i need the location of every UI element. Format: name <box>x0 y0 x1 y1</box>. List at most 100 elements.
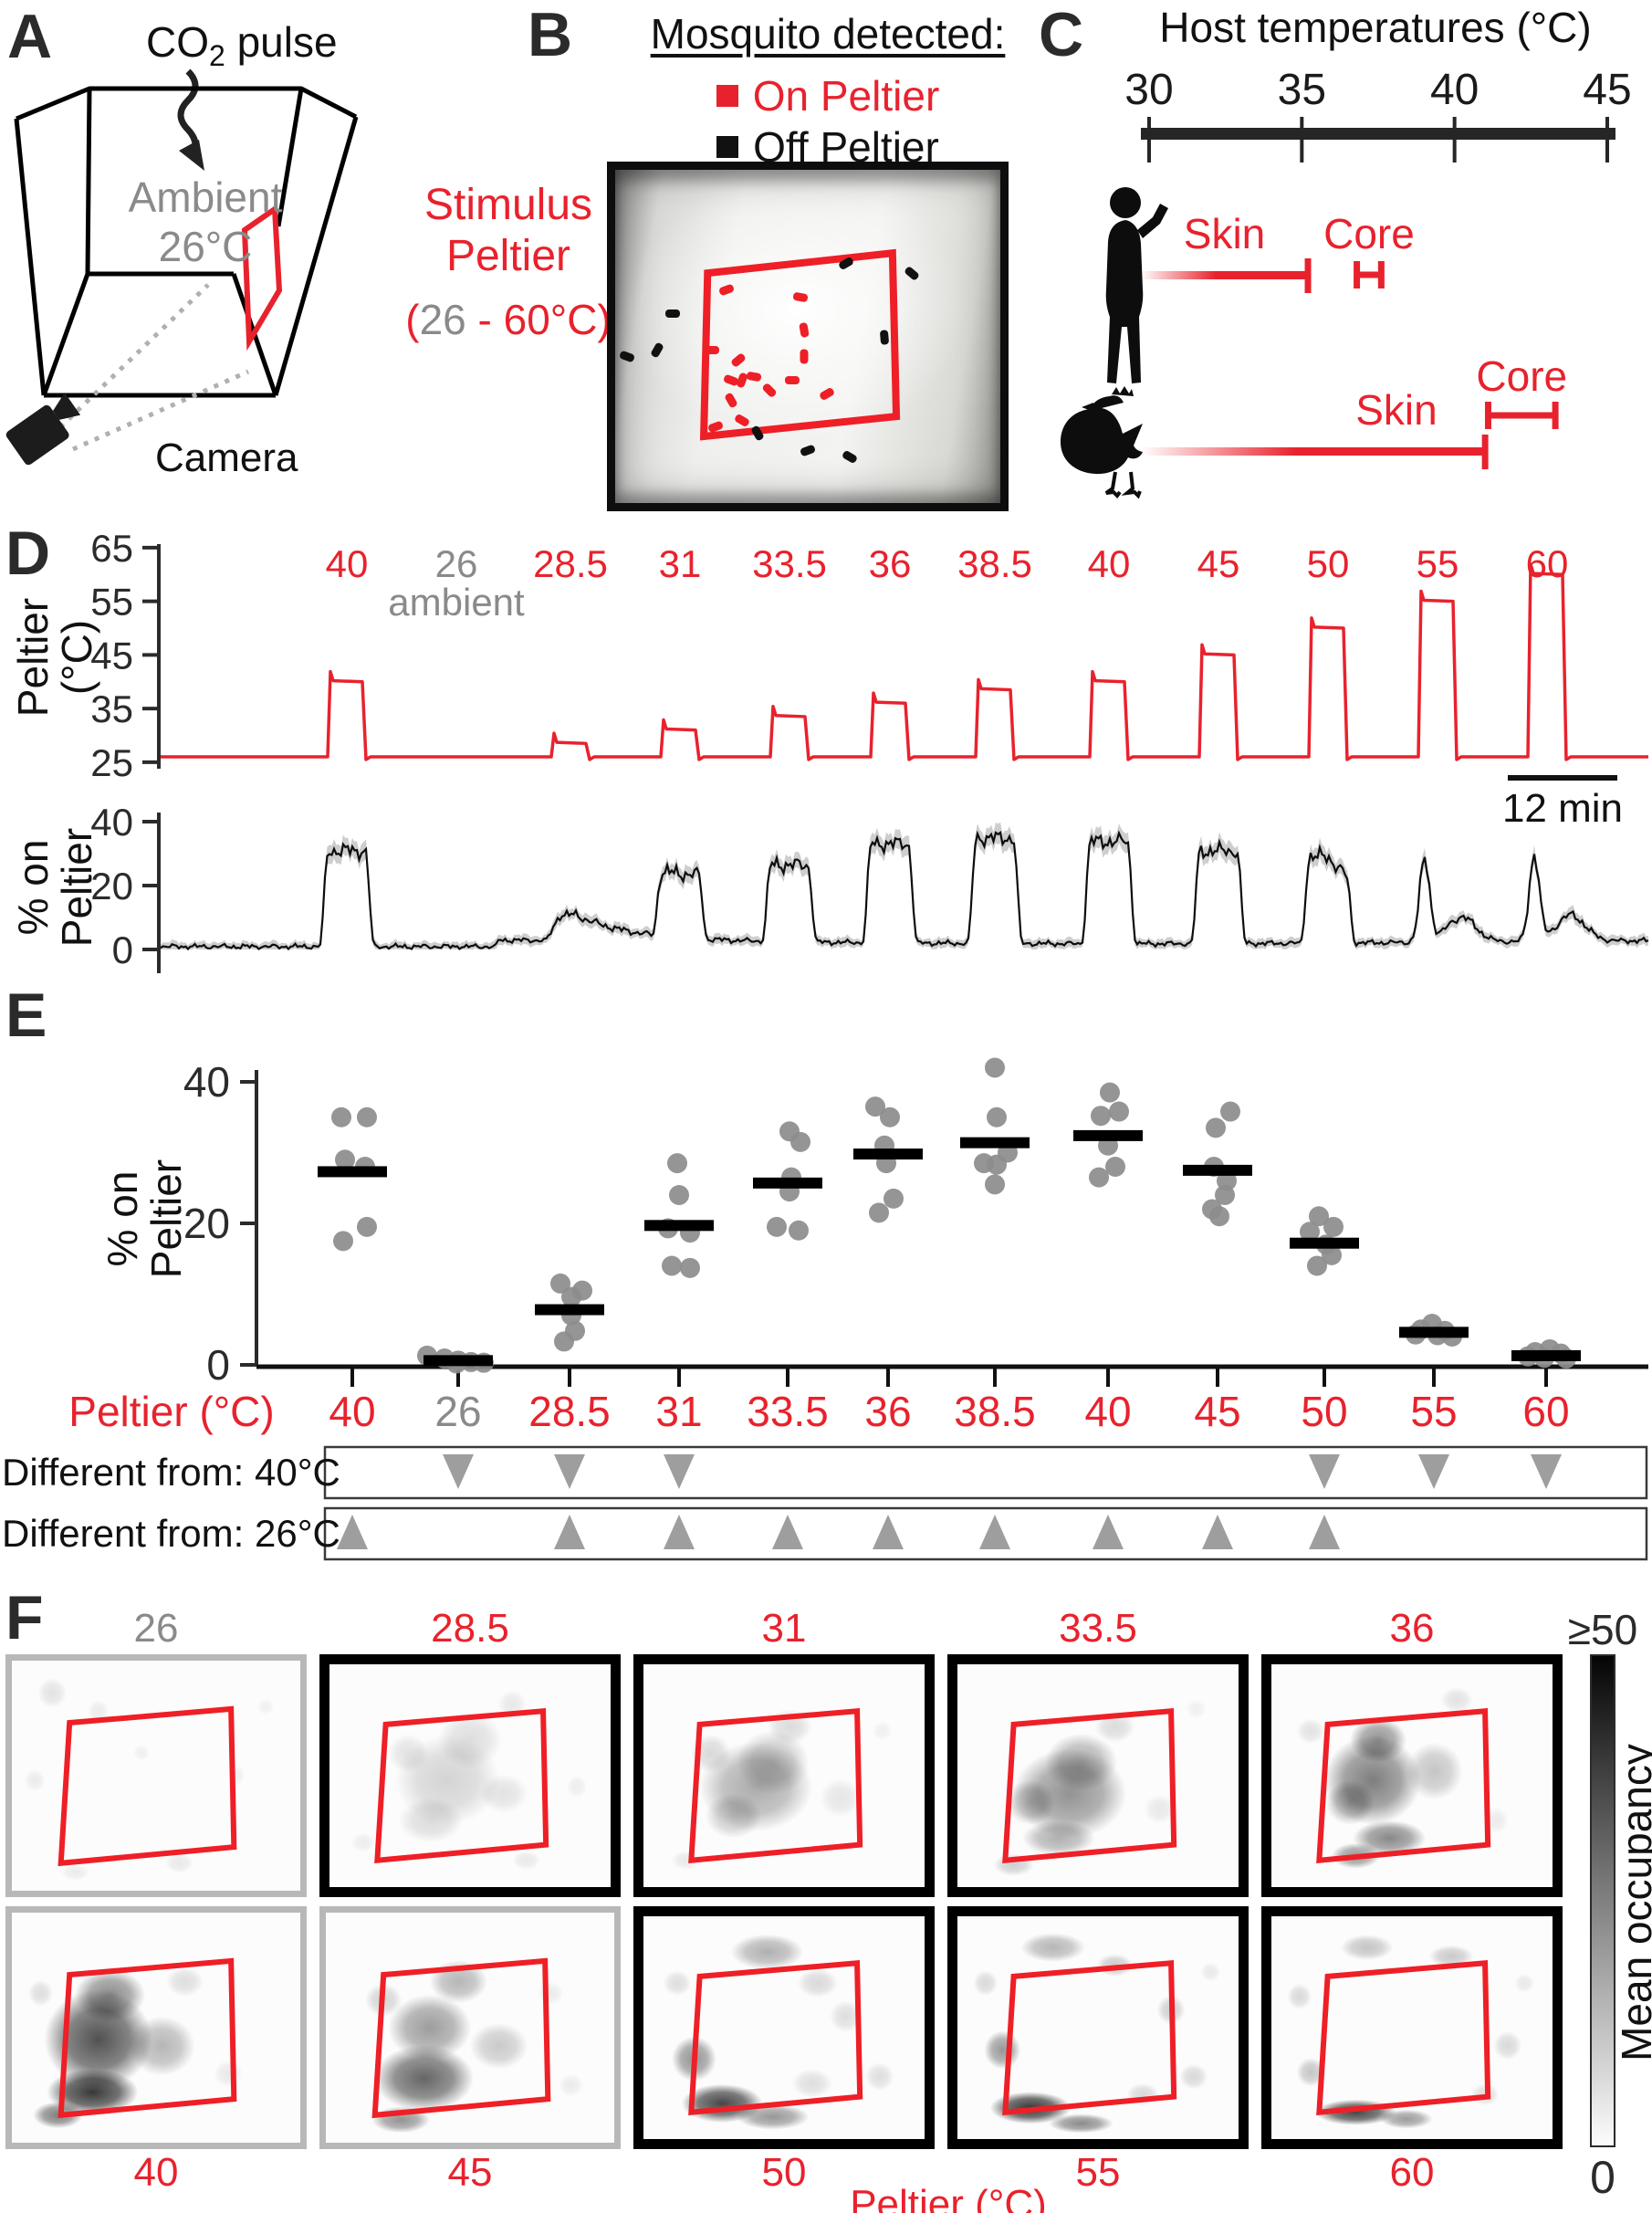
pct-y-axis-label: % on <box>9 840 57 936</box>
mean-bar <box>1073 1129 1143 1141</box>
sig-triangle-up-icon <box>1202 1515 1233 1549</box>
stimulus-temp-label: 31 <box>659 542 702 585</box>
sig-triangle-down-icon <box>1418 1454 1449 1489</box>
sig-triangle-down-icon <box>1309 1454 1340 1489</box>
mosquito-off-peltier <box>880 329 890 345</box>
scatter-x-tick-label: 31 <box>655 1388 702 1435</box>
peltier-zone-outline <box>1005 1711 1174 1860</box>
panel-a-label: A <box>7 2 53 71</box>
data-point <box>880 1106 900 1127</box>
mosquito-on-peltier <box>785 375 800 384</box>
data-point <box>869 1202 889 1223</box>
host-temp-axis: 30 35 40 45 <box>1124 66 1632 163</box>
axis-tick-label: 40 <box>1430 66 1479 114</box>
peltier-zone-outline <box>375 1961 549 2115</box>
heatmap-cell-28.5 <box>319 1654 621 1897</box>
data-point <box>1309 1206 1329 1227</box>
mosquito-off-peltier <box>665 309 681 318</box>
human-core-label: Core <box>1323 210 1415 257</box>
sig-triangle-up-icon <box>979 1515 1010 1549</box>
scatter-y-axis-label: % on <box>99 1171 146 1267</box>
mean-bar <box>1290 1237 1359 1249</box>
scatter-y-tick-label: 20 <box>183 1200 230 1247</box>
peltier-y-tick-label: 55 <box>90 581 133 624</box>
sig-triangle-up-icon <box>554 1515 585 1549</box>
camera-label: Camera <box>155 435 298 480</box>
peltier-zone-outline <box>1005 1963 1174 2112</box>
mosquito-off-peltier <box>842 449 859 465</box>
axis-tick-label: 45 <box>1583 66 1631 114</box>
data-point <box>1105 1157 1125 1177</box>
heatmap-cell-36 <box>1261 1654 1563 1897</box>
scatter-x-tick-label: 50 <box>1301 1388 1347 1435</box>
sig-triangle-up-icon <box>1309 1515 1340 1549</box>
data-point <box>987 1154 1007 1175</box>
mosquito-off-peltier <box>838 256 855 271</box>
heatmap-temp-label: 55 <box>1075 2150 1121 2195</box>
on-peltier-swatch-icon <box>716 85 738 107</box>
chicken-skin-bar <box>1141 435 1489 469</box>
occupancy-heatmaps: ≥50 0 Mean occupancy Peltier (°C) 26 28.5… <box>0 1589 1652 2213</box>
mosquito-on-peltier <box>791 291 809 303</box>
colorbar <box>1590 1654 1615 2147</box>
data-point <box>357 1106 377 1127</box>
peltier-zone-outline <box>377 1711 546 1860</box>
stimulus-temp-label: 28.5 <box>533 542 608 585</box>
panel-b-label: B <box>528 0 573 69</box>
data-point <box>1300 1222 1320 1243</box>
peltier-zone-overlay <box>643 1916 925 2139</box>
peltier-zone-overlay <box>12 1661 300 1891</box>
peltier-zone-overlay <box>1271 1664 1553 1887</box>
peltier-y-tick-label: 65 <box>90 527 133 570</box>
stimulus-label-1: Stimulus <box>424 181 592 229</box>
colorbar-min-label: 0 <box>1590 2152 1615 2203</box>
mean-bar <box>960 1137 1030 1148</box>
sig-triangle-down-icon <box>1531 1454 1562 1489</box>
peltier-zone-overlay <box>1271 1916 1553 2139</box>
data-point <box>669 1185 689 1205</box>
photo-peltier-outline <box>699 248 901 441</box>
peltier-zone-overlay <box>643 1664 925 1887</box>
human-core-bar <box>1354 261 1385 288</box>
colorbar-max-label: ≥50 <box>1567 1606 1638 1653</box>
data-point <box>987 1106 1007 1127</box>
scatter-x-axis-label: Peltier (°C) <box>68 1388 274 1435</box>
data-point <box>1091 1106 1111 1127</box>
data-point <box>662 1255 682 1276</box>
stimulus-temp-label: 55 <box>1417 542 1459 585</box>
scalebar-label: 12 min <box>1502 786 1623 831</box>
peltier-zone-overlay <box>326 1913 614 2143</box>
mosquito-on-peltier <box>730 351 748 369</box>
data-point <box>331 1106 351 1127</box>
mosquito-on-peltier <box>798 322 810 339</box>
stimulus-temp-label: 26 <box>435 542 478 585</box>
sig-triangle-up-icon <box>337 1515 368 1549</box>
sig-triangle-down-icon <box>664 1454 695 1489</box>
chicken-icon <box>1060 386 1143 499</box>
peltier-temperature-trace <box>161 562 1648 761</box>
mean-bar <box>753 1177 822 1189</box>
heatmap-cell-26 <box>5 1654 307 1897</box>
data-point <box>1323 1216 1344 1237</box>
photo-peltier-zone <box>699 248 901 441</box>
mosquito-on-peltier <box>746 371 762 383</box>
axis-tick-label: 35 <box>1278 66 1326 114</box>
heatmap-cell-33.5 <box>947 1654 1249 1897</box>
scatter-x-tick-label: 45 <box>1194 1388 1240 1435</box>
data-point <box>884 1188 904 1209</box>
data-point <box>667 1153 687 1174</box>
peltier-zone-outline <box>61 1709 235 1863</box>
scatter-x-tick-label: 28.5 <box>528 1388 611 1435</box>
mosquito-on-peltier <box>734 413 751 428</box>
mosquito-off-peltier <box>650 341 665 359</box>
ambient-label: Ambient <box>129 173 283 221</box>
pct-y-tick-label: 40 <box>90 801 133 844</box>
panel-f-label: F <box>5 1583 44 1652</box>
stimulus-label-2: Peltier <box>446 232 570 280</box>
peltier-y-axis-label: Peltier <box>9 598 57 717</box>
scatter-y-tick-label: 0 <box>206 1341 230 1389</box>
heatmap-cell-31 <box>633 1654 935 1897</box>
mosquito-on-peltier <box>818 386 836 401</box>
